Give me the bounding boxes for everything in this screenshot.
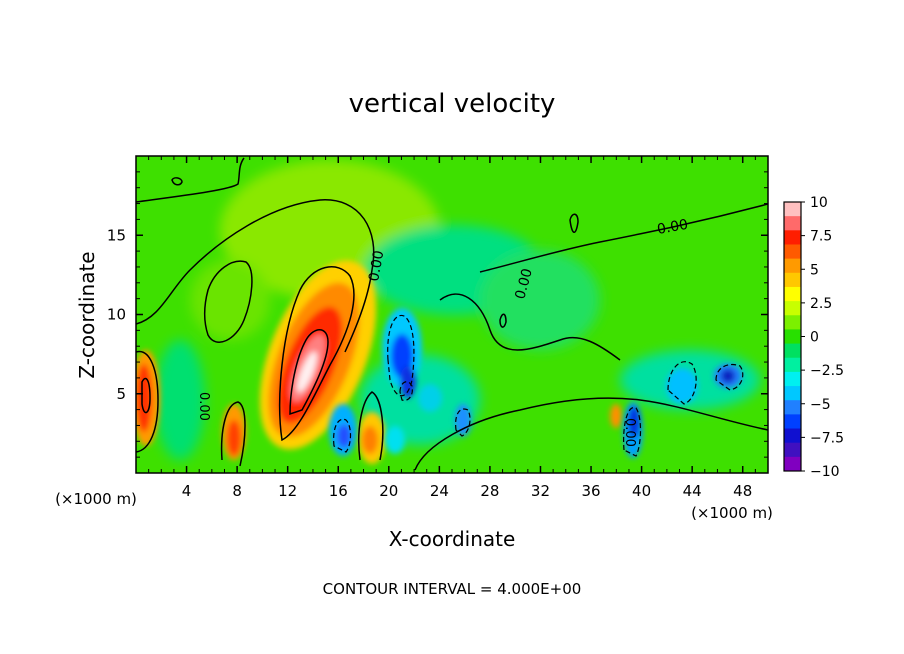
updraft-x38 [610, 404, 622, 428]
contour-updraft-8 [289, 329, 329, 416]
plot-area: 0.00 0.00 0.00 0.00 0.00 [136, 156, 768, 473]
x-tick-label: 20 [379, 482, 398, 500]
contour-labels: 0.00 0.00 0.00 0.00 0.00 [196, 217, 689, 447]
colorbar-swatch [784, 400, 801, 415]
colorbar-swatch [784, 329, 801, 345]
zero-contour-top-right [479, 203, 768, 273]
colorbar-tick-label: 0 [810, 330, 819, 346]
contour-small-1 [171, 177, 183, 186]
updraft-plume-peak [297, 351, 317, 393]
colorbar-swatch [784, 216, 801, 231]
x-axis: 4 8 12 16 20 24 28 32 36 40 44 48 [148, 156, 756, 500]
y-axis: 5 10 15 [107, 171, 768, 458]
zero-contour-big [136, 199, 375, 353]
colorbar-tick-label: 7.5 [810, 229, 832, 245]
weak-downdraft-band [480, 250, 600, 350]
contour-label: 0.00 [656, 217, 689, 238]
colorbar-swatch [784, 244, 801, 260]
contour-lines-negative [333, 314, 744, 457]
colorbar-swatch [784, 272, 801, 288]
colorbar-swatch [784, 286, 801, 302]
x-unit-label-right: (×1000 m) [691, 504, 773, 522]
colorbar-swatch [784, 258, 801, 274]
colorbar-swatch [784, 414, 801, 430]
x-tick-label: 44 [683, 482, 702, 500]
colorbar-tick-label: −10 [810, 464, 840, 480]
contour-small-3 [499, 313, 507, 328]
neg-contour-x21-low [399, 381, 413, 401]
colorbar-tick-label: −2.5 [810, 363, 844, 379]
chart-title: vertical velocity [349, 89, 556, 119]
colorbar-swatch [784, 202, 801, 217]
y-axis-title: Z-coordinate [75, 251, 99, 378]
downdraft-x20-low [385, 426, 405, 454]
x-tick-label: 4 [182, 482, 192, 500]
zero-contour-top [136, 157, 245, 203]
x-unit-label-left: (×1000 m) [55, 490, 137, 508]
downdraft-x43 [666, 368, 698, 404]
neg-contour-x39 [623, 406, 642, 457]
colorbar-swatch [784, 357, 801, 373]
colorbar-tick-label: 5 [810, 262, 819, 278]
neg-contour-x16 [333, 418, 352, 453]
x-tick-label: 28 [480, 482, 499, 500]
colorbar-swatch [784, 230, 801, 245]
y-tick-label: 10 [107, 306, 126, 324]
x-tick-label: 12 [278, 482, 297, 500]
colorbar-tick-label: 10 [810, 195, 828, 211]
colorbar-swatch [784, 301, 801, 316]
downdraft-x21-lower [400, 366, 416, 398]
x-tick-label: 36 [581, 482, 600, 500]
updraft-x8-core [227, 420, 241, 456]
contour-lines [136, 157, 768, 471]
x-axis-title: X-coordinate [389, 527, 516, 551]
neg-contour-x26 [455, 408, 471, 437]
colorbar-tick-label: 2.5 [810, 296, 832, 312]
x-tick-label: 8 [232, 482, 242, 500]
downdraft-x24 [418, 384, 442, 412]
neg-contour-x21 [387, 314, 415, 397]
y-tick-label: 5 [116, 385, 126, 403]
contour-label: 0.00 [196, 392, 211, 421]
colorbar-swatch [784, 456, 801, 472]
contour-mid-lower [414, 397, 768, 471]
weak-downdraft-band [155, 340, 205, 460]
colorbar-swatch [784, 371, 801, 387]
footer-contour-interval: CONTOUR INTERVAL = 4.000E+00 [323, 580, 582, 598]
colorbar-swatch [784, 386, 801, 401]
updraft-x18-core [362, 426, 378, 454]
contour-label: 0.00 [366, 249, 387, 282]
y-tick-label: 15 [107, 226, 126, 244]
colorbar-swatch [784, 315, 801, 330]
x-tick-label: 32 [531, 482, 550, 500]
colorbar-tick-label: −7.5 [810, 430, 844, 446]
contour-small-2 [569, 213, 579, 233]
weak-updraft-band [190, 260, 270, 340]
colorbar-swatch [784, 428, 801, 444]
contour-left-edge [136, 350, 159, 453]
contour-x18 [357, 391, 384, 461]
colorbar: 10 7.5 5 2.5 0 −2.5 −5 −7.5 −10 [783, 195, 844, 480]
contour-updraft-4 [279, 266, 355, 442]
contour-mid-upper [439, 293, 621, 361]
neg-contour-x43 [667, 361, 697, 405]
contour-label: 0.00 [622, 418, 637, 447]
x-tick-label: 40 [632, 482, 651, 500]
contour-label: 0.00 [512, 267, 536, 301]
downdraft-x47-core [721, 369, 735, 383]
colorbar-tick-label: −5 [810, 397, 831, 413]
contour-x8 [220, 401, 246, 467]
x-tick-label: 24 [430, 482, 449, 500]
downdraft-x16-core [337, 424, 351, 448]
x-tick-label: 48 [733, 482, 752, 500]
colorbar-swatch [784, 442, 801, 458]
downdraft-x39-core [628, 406, 640, 438]
colorbar-swatch [784, 343, 801, 359]
x-tick-label: 16 [329, 482, 348, 500]
neg-contour-x47 [715, 363, 744, 391]
contour-closed-left [203, 260, 253, 343]
contour-left-edge-inner [141, 377, 151, 414]
